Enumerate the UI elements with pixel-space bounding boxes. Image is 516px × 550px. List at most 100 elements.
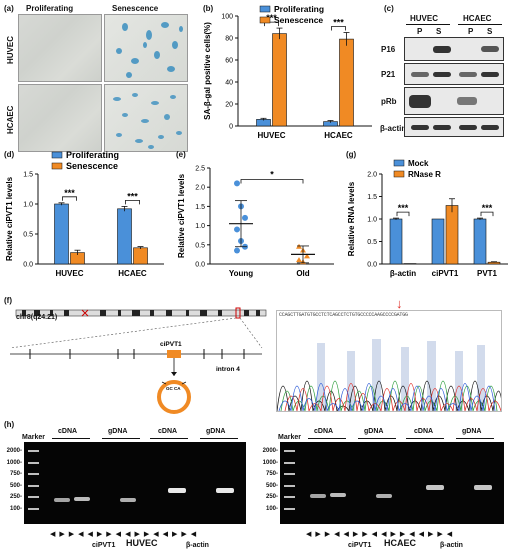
chart-g-sig-label: *** [398,203,409,213]
lane-group-cdna-1-right: cDNA [314,428,334,435]
chart-d-sig-label: *** [64,188,75,198]
micrograph-hcaec-senescence [104,84,188,152]
chart-b-sig-bracket [331,26,346,31]
chart-e-ytick-label: 2.0 [195,185,205,192]
protein-label-p16: P16 [381,45,396,54]
chart-g-bar [431,218,445,265]
chart-g-ytick-label: 1.5 [367,194,377,201]
panel-d-label: (d) [4,150,15,159]
chart-d-category-label: HCAEC [118,269,147,278]
blot-p16 [404,37,504,61]
chart-d-legend-swatch [51,162,63,170]
chart-e-ylabel: Relative ciPVT1 levels [177,173,186,258]
chart-b-sig-label: *** [266,13,277,23]
row-header-hcaec: HCAEC [6,105,15,134]
chart-g-ytick-label: 0.0 [367,262,377,269]
chart-b-bar [272,33,287,127]
chart-g-legend-swatch [393,159,405,167]
bottom-label-cipvt1-left: ciPVT1 [92,542,116,549]
lane-p-1: P [417,27,423,36]
chart-d-legend-label: Proliferating [66,150,119,160]
chart-b-legend-swatch [259,16,271,24]
panel-b-label: (b) [203,4,214,13]
chart-d-ytick-label: 0.0 [23,262,33,269]
chart-d-bar [133,247,148,265]
panel-g-label: (g) [346,150,357,159]
chart-d-ylabel: Relative ciPVT1 levels [5,176,14,261]
gel-huvec [24,442,246,524]
chart-g-ytick-label: 1.0 [367,217,377,224]
chart-e-point [234,180,240,187]
chart-e-ytick-label: 0.5 [195,242,205,249]
lane-group-gdna-1-right: gDNA [364,428,384,435]
lane-p-2: P [468,27,474,36]
lane-group-gdna-2-right: gDNA [462,428,482,435]
blot-beta-actin [404,117,504,137]
chart-b-ytick-label: 20 [225,102,233,109]
chart-d-sig-bracket [125,200,140,205]
sequencing-chromatogram: CCAGCTTGATGTGCCTCTCAGCCTCTGTGCCCCCAAGCCC… [276,310,502,412]
junction-arrow-icon: ↓ [396,296,403,311]
chart-d-sig-label: *** [127,191,138,201]
chart-b-ytick-label: 100 [221,14,233,21]
chart-d-cipvt1-senescence: 0.0 0.5 1.0 1.5 Relative ciPVT1 levels HUVEC *… [5,150,164,278]
chart-d-legend-swatch [51,151,63,159]
chromatogram-trace [277,339,501,411]
blot-prb [404,87,504,115]
col-header-proliferating: Proliferating [26,4,74,13]
gel-hcaec [280,442,504,524]
protein-label-prb: pRb [381,97,397,106]
sa-beta-gal-staining-huvec [116,22,183,78]
chart-d-ytick-label: 1.0 [23,202,33,209]
chart-g-legend-label: Mock [408,159,429,168]
chart-b-senescence-staining: 0 20 40 60 80 100 SA-β-gal positive cells(%) HU… [203,4,372,140]
sa-beta-gal-staining-hcaec [113,93,182,149]
col-header-senescence: Senescence [112,4,159,13]
lane-group-gdna-1-left: gDNA [108,428,128,435]
ladder-labels-left: 2000- 1000- 750- 500- 250- 100- [6,448,22,512]
chart-b-ytick-label: 80 [225,36,233,43]
marker-label-left: Marker [22,434,45,441]
lane-group-cdna-2-right: cDNA [414,428,434,435]
bottom-label-beta-actin-right: β-actin [440,542,463,549]
chart-e-point [304,253,310,259]
chart-g-ytick-label: 0.5 [367,239,377,246]
chart-g-category-label: β-actin [390,269,416,278]
chart-g-sig-label: *** [482,203,493,213]
chart-b-legend-label: Senescence [274,15,323,25]
chart-e-category-label: Young [229,269,253,278]
chart-e-sig-label: * [270,170,274,180]
blot-header-huvec: HUVEC [410,14,439,23]
lane-s-1: S [436,27,442,36]
gene-label: ciPVT1 [160,341,182,348]
chart-e-ytick-label: 1.5 [195,204,205,211]
chart-e-ytick-label: 0.0 [195,262,205,269]
chart-e-point [242,214,248,221]
micrograph-huvec-proliferating [18,14,102,82]
chart-g-sig-bracket [396,211,410,217]
chart-g-ytick-label: 2.0 [367,172,377,179]
chart-d-category-label: HUVEC [55,269,83,278]
panel-a-label: (a) [4,4,14,13]
bottom-label-beta-actin-left: β-actin [186,542,209,549]
chart-d-bar [54,203,69,265]
primer-arrows-right: ◀▶▶◀◀▶▶◀◀▶▶◀◀▶▶◀ [306,531,457,538]
chart-g-rnase-r: 0.0 0.5 1.0 1.5 2.0 Relative RNA levels β-acti… [347,159,508,278]
chart-b-legend-label: Proliferating [274,4,324,14]
chart-d-bar [117,208,132,265]
chart-b-ylabel: SA-β-gal positive cells(%) [203,22,212,120]
row-header-huvec: HUVEC [6,35,15,64]
chart-g-category-label: ciPVT1 [432,269,459,278]
panel-e-label: (e) [176,150,186,159]
cell-label-hcaec: HCAEC [384,538,417,548]
ladder-labels-right: 2000- 1000- 750- 500- 250- 100- [262,448,278,512]
chart-b-ytick-label: 60 [225,58,233,65]
chart-e-sig-bracket [240,179,304,184]
chart-g-legend-label: RNase R [408,170,441,179]
chart-g-bar [473,218,487,265]
chart-b-bar [339,38,354,127]
protein-label-beta-actin: β-actin [380,124,407,133]
chart-b-legend-swatch [259,5,271,13]
chart-g-ylabel: Relative RNA levels [347,181,356,256]
lane-s-2: S [487,27,493,36]
